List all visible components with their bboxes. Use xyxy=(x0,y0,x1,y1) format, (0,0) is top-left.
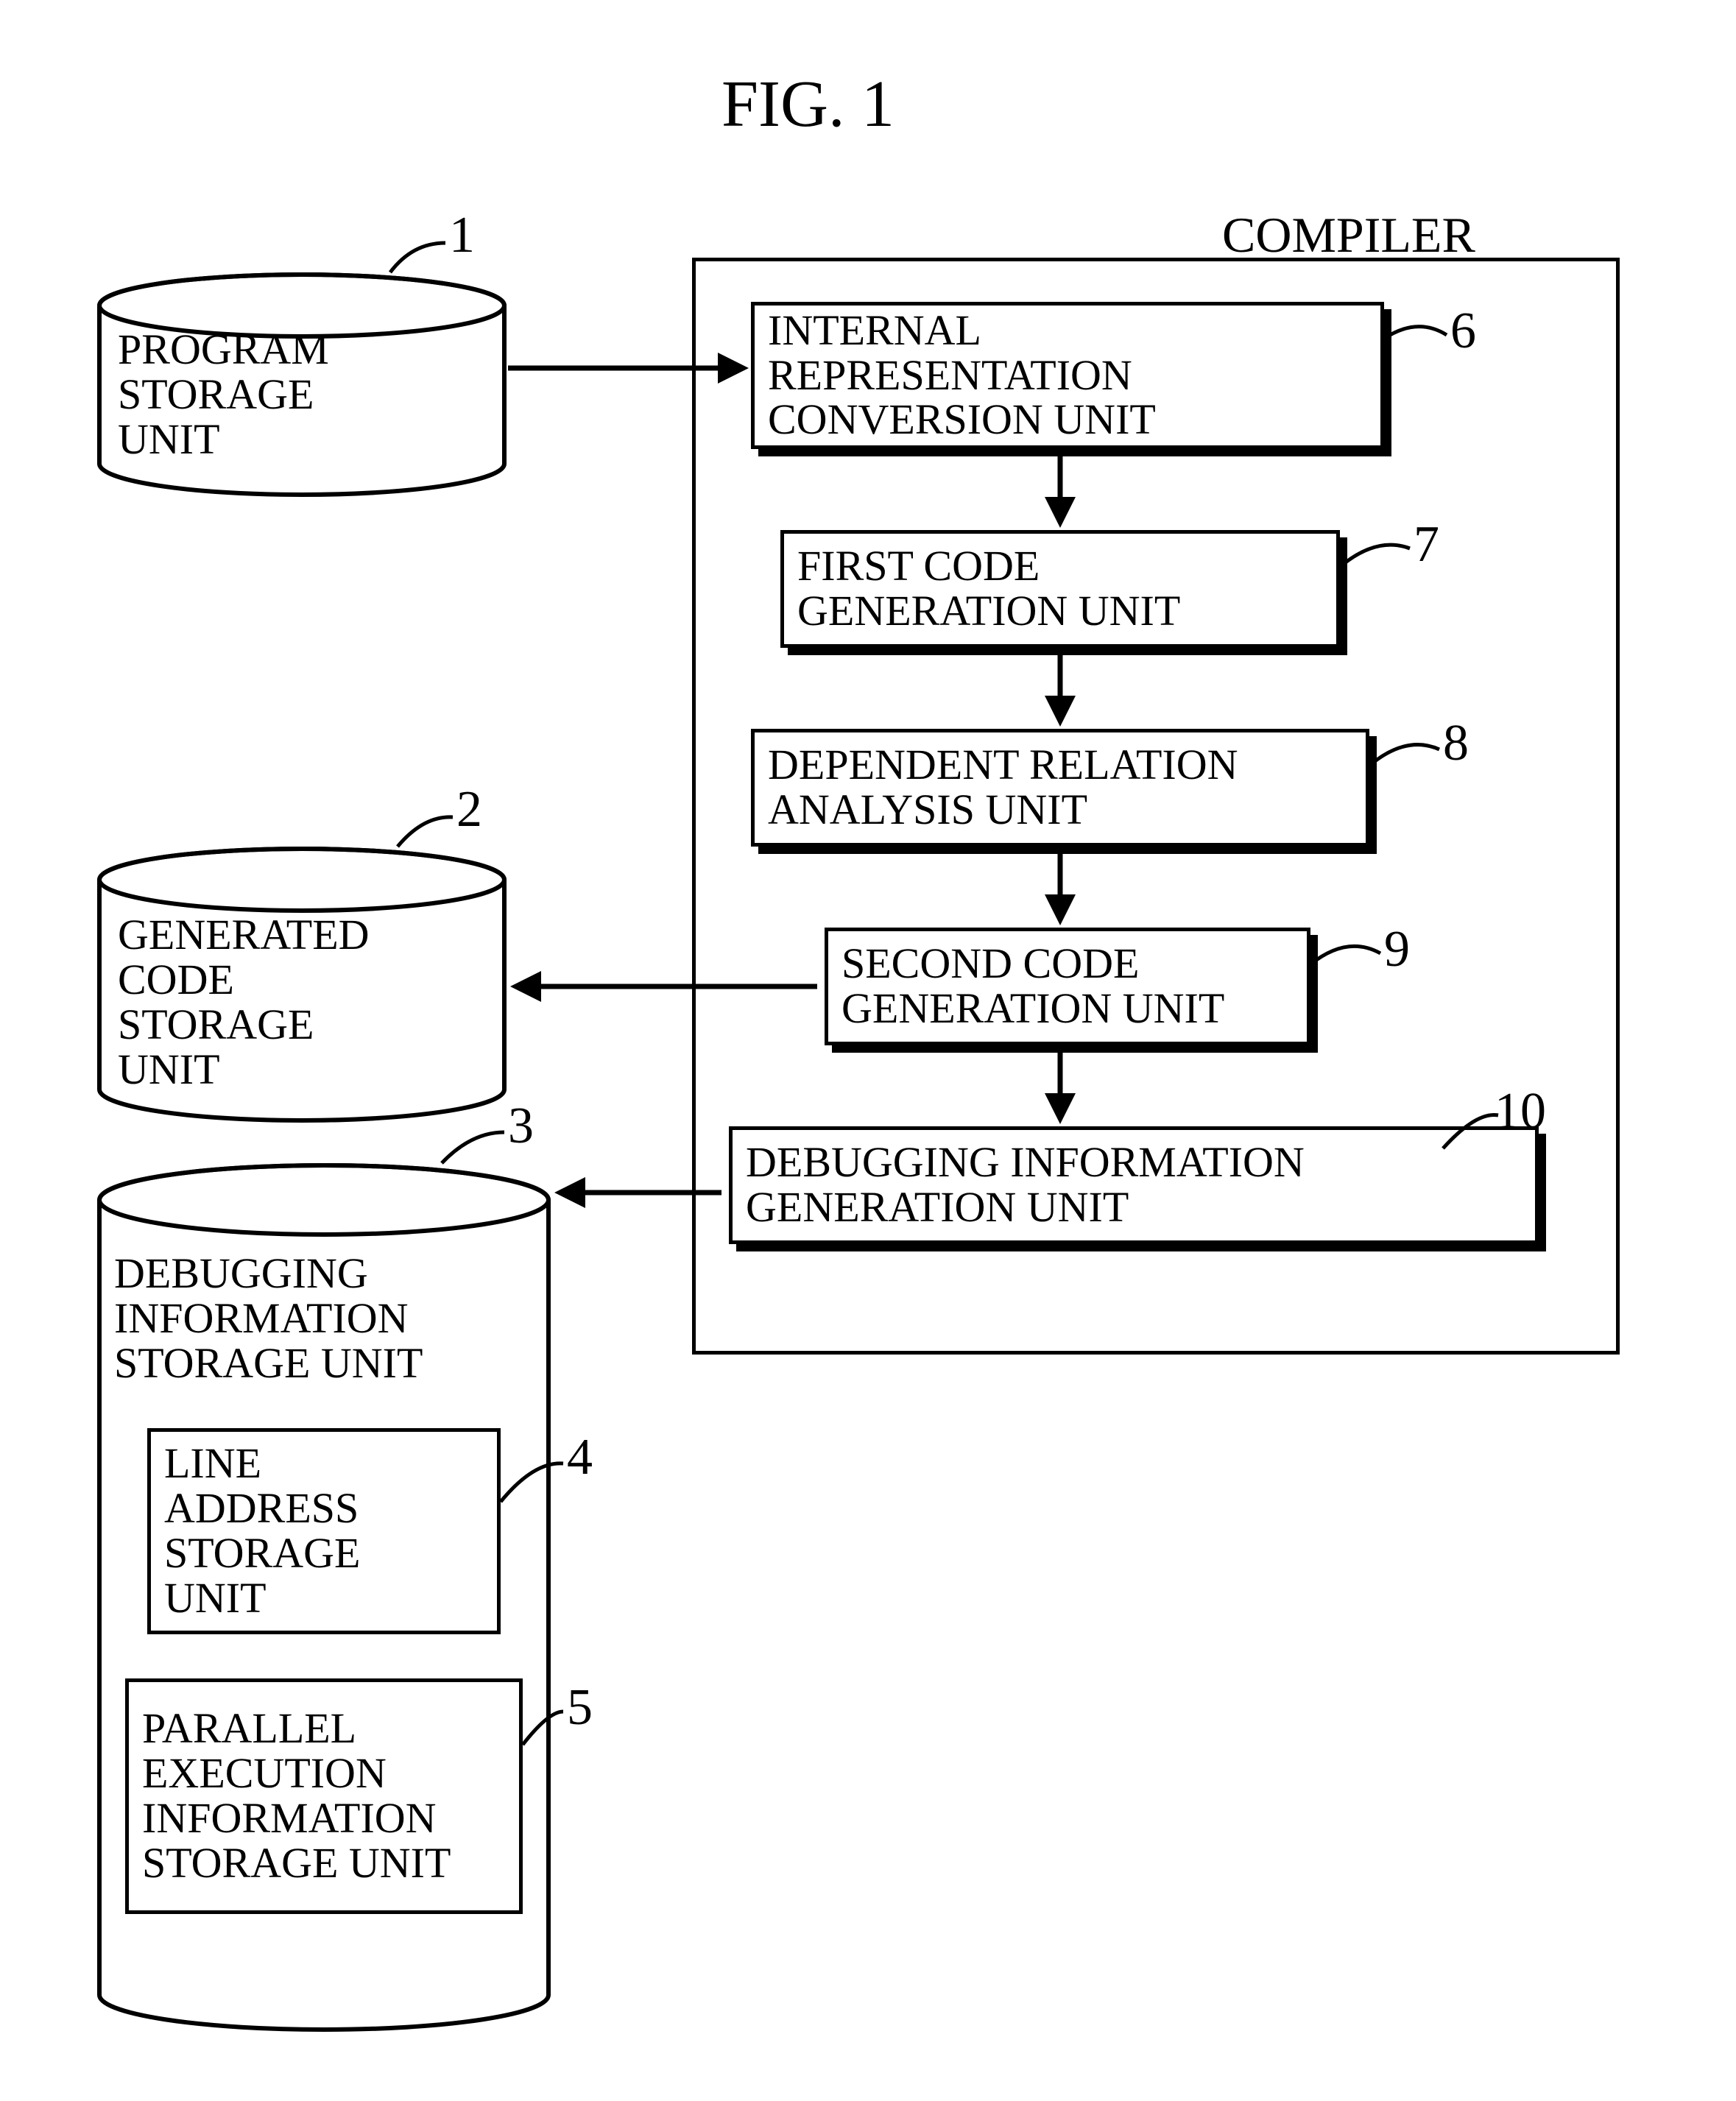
line-address-unit: LINE ADDRESS STORAGE UNIT xyxy=(147,1428,501,1634)
callout-4: 4 xyxy=(567,1428,593,1487)
figure-title: FIG. 1 xyxy=(721,66,895,142)
box-label: SECOND CODE GENERATION UNIT xyxy=(841,942,1224,1031)
program-storage-cylinder: PROGRAM STORAGE UNIT xyxy=(96,272,508,464)
callout-8: 8 xyxy=(1443,714,1469,773)
debug-info-gen-unit: DEBUGGING INFORMATION GENERATION UNIT xyxy=(729,1126,1539,1244)
compiler-label: COMPILER xyxy=(1222,206,1475,264)
first-code-gen-unit: FIRST CODE GENERATION UNIT xyxy=(780,530,1340,648)
internal-representation-unit: INTERNAL REPRESENTATION CONVERSION UNIT xyxy=(751,302,1384,449)
dependent-relation-unit: DEPENDENT RELATION ANALYSIS UNIT xyxy=(751,729,1369,847)
callout-7: 7 xyxy=(1414,515,1439,574)
callout-10: 10 xyxy=(1495,1082,1546,1141)
box-label: FIRST CODE GENERATION UNIT xyxy=(797,544,1180,634)
cylinder-label: DEBUGGING INFORMATION STORAGE UNIT xyxy=(114,1251,423,1386)
generated-code-cylinder: GENERATED CODE STORAGE UNIT xyxy=(96,847,508,1090)
callout-6: 6 xyxy=(1450,302,1476,361)
parallel-exec-unit: PARALLEL EXECUTION INFORMATION STORAGE U… xyxy=(125,1678,523,1914)
box-label: PARALLEL EXECUTION INFORMATION STORAGE U… xyxy=(142,1706,451,1886)
box-label: DEBUGGING INFORMATION GENERATION UNIT xyxy=(746,1140,1305,1230)
callout-9: 9 xyxy=(1384,920,1410,979)
box-label: DEPENDENT RELATION ANALYSIS UNIT xyxy=(768,743,1238,833)
diagram-canvas: FIG. 1 COMPILER INTERNAL REPRESENTATION … xyxy=(0,0,1736,2101)
callout-1: 1 xyxy=(449,206,475,265)
callout-3: 3 xyxy=(508,1097,534,1156)
callout-5: 5 xyxy=(567,1678,593,1737)
box-label: INTERNAL REPRESENTATION CONVERSION UNIT xyxy=(768,308,1156,443)
callout-2: 2 xyxy=(456,780,482,839)
cylinder-label: GENERATED CODE STORAGE UNIT xyxy=(118,913,370,1092)
box-label: LINE ADDRESS STORAGE UNIT xyxy=(164,1441,360,1621)
cylinder-label: PROGRAM STORAGE UNIT xyxy=(118,328,329,462)
second-code-gen-unit: SECOND CODE GENERATION UNIT xyxy=(825,928,1310,1045)
